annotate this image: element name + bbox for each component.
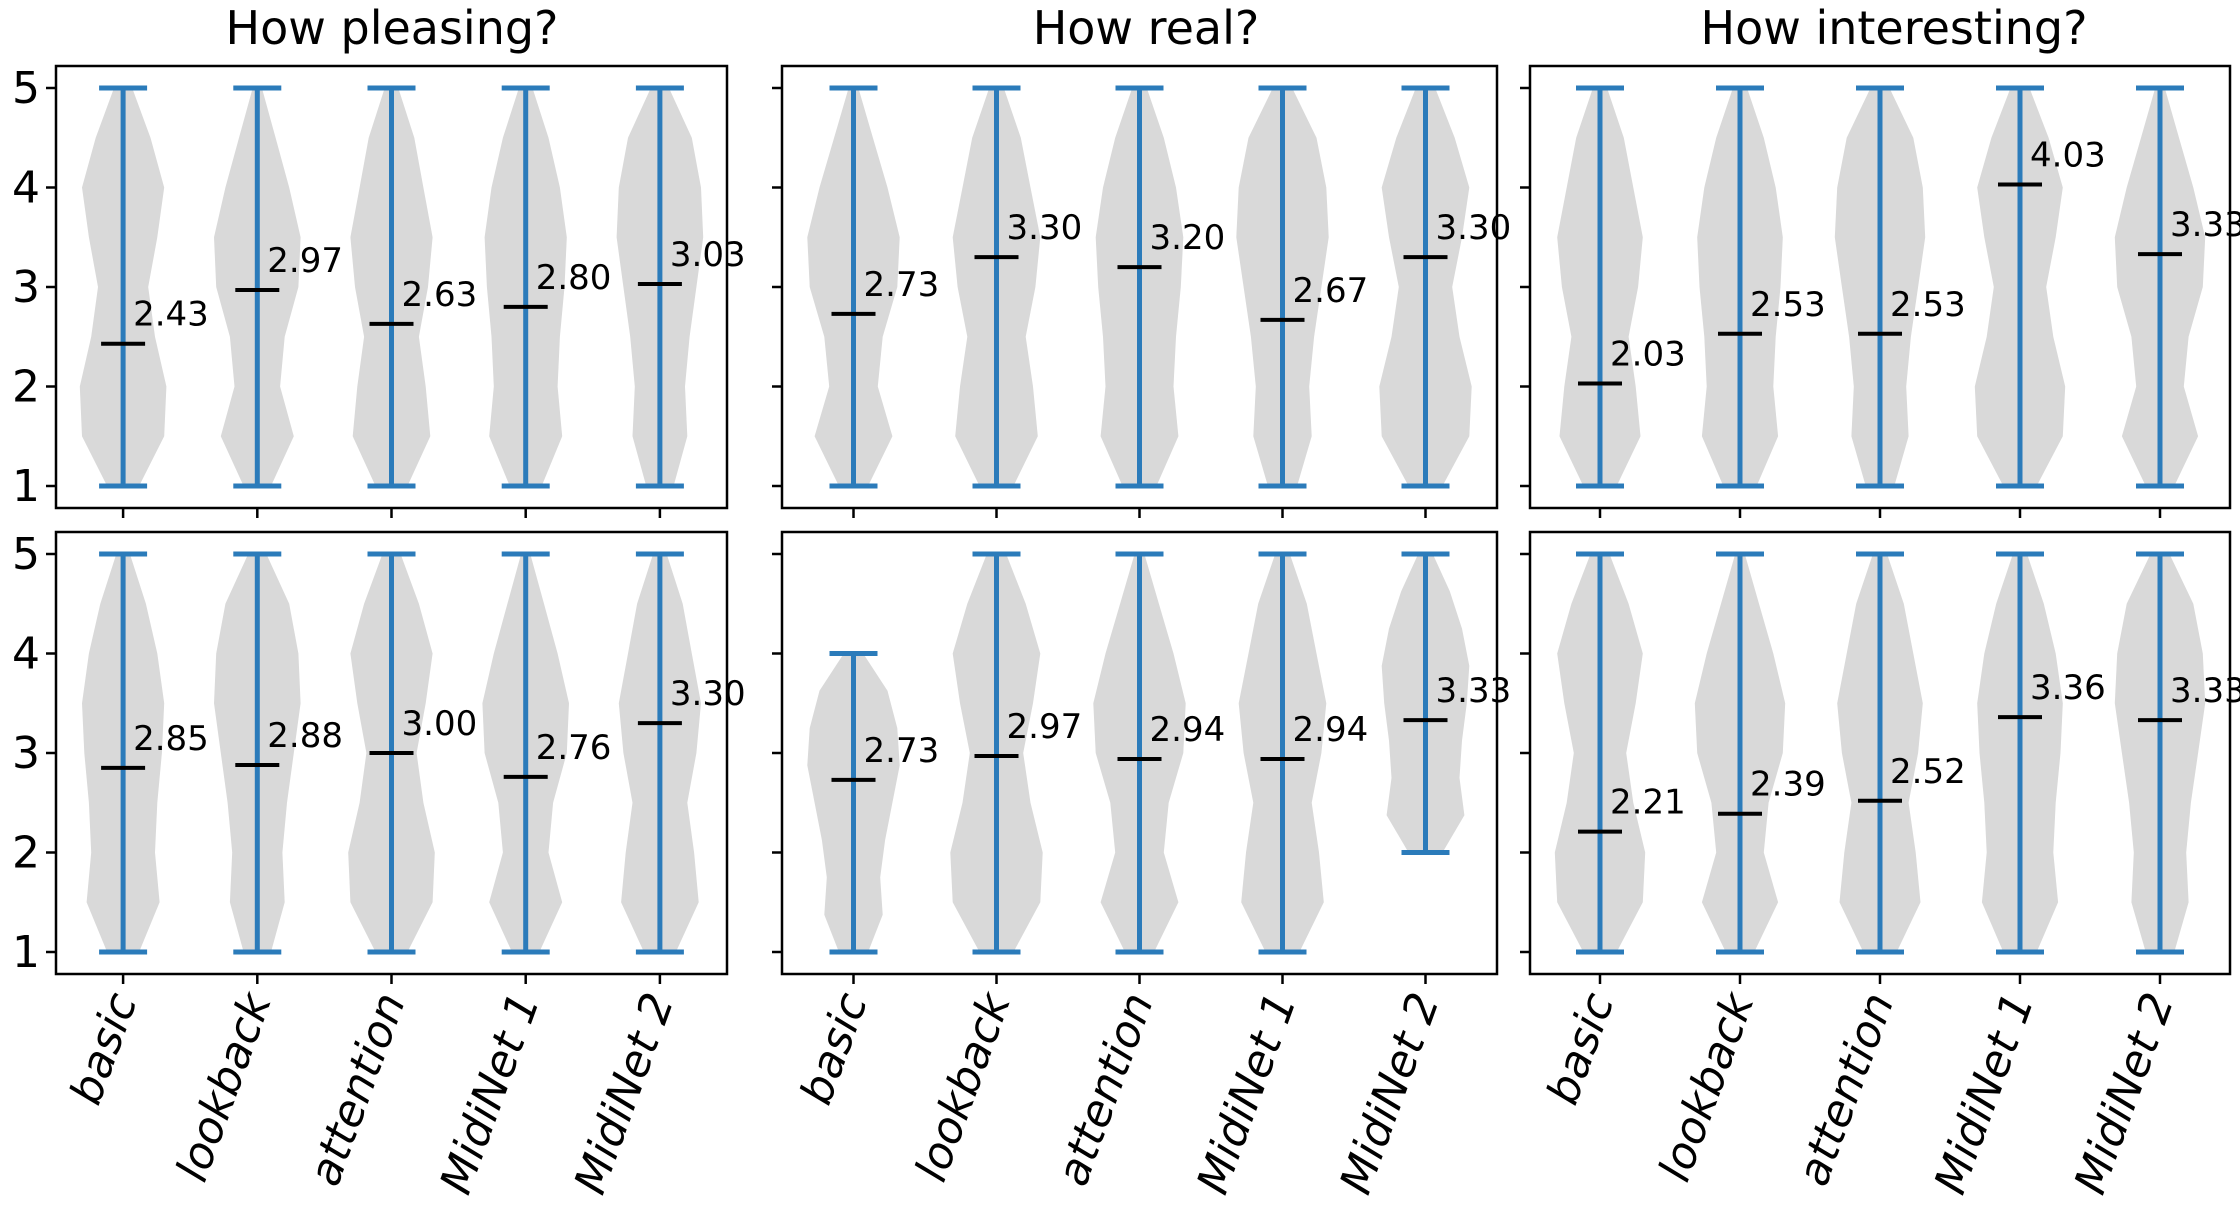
xtick-label-lookback: lookback bbox=[167, 985, 283, 1188]
xtick-label-midinet-1: MidiNet 1 bbox=[1925, 986, 2045, 1200]
title-how-interesting: How interesting? bbox=[1700, 1, 2087, 55]
xtick-label-midinet-1: MidiNet 1 bbox=[1187, 986, 1307, 1200]
mean-label-lookback: 2.53 bbox=[1750, 285, 1826, 325]
xtick-label-midinet-2: MidiNet 2 bbox=[565, 986, 685, 1200]
mean-label-midinet-2: 3.33 bbox=[2170, 205, 2240, 245]
mean-label-midinet-1: 2.80 bbox=[536, 258, 612, 298]
mean-label-attention: 3.20 bbox=[1150, 218, 1226, 258]
xtick-label-attention: attention bbox=[299, 986, 416, 1192]
mean-label-midinet-2: 3.33 bbox=[2170, 671, 2240, 711]
xtick-label-lookback: lookback bbox=[1649, 985, 1765, 1188]
xtick-label-attention: attention bbox=[1047, 986, 1164, 1192]
ytick-label-4: 4 bbox=[12, 629, 40, 680]
title-how-real: How real? bbox=[1033, 1, 1260, 55]
xtick-label-attention: attention bbox=[1788, 986, 1905, 1192]
ytick-label-1: 1 bbox=[12, 927, 40, 978]
mean-label-basic: 2.73 bbox=[864, 731, 940, 771]
ytick-label-5: 5 bbox=[12, 529, 40, 580]
mean-label-midinet-1: 4.03 bbox=[2030, 136, 2106, 176]
mean-label-basic: 2.21 bbox=[1610, 783, 1686, 823]
mean-label-lookback: 2.88 bbox=[267, 716, 343, 756]
panel-how-interesting-row-2: 2.21 2.39 2.52 3.36 3.33 basic lookback attenti… bbox=[1520, 530, 2240, 1201]
mean-label-lookback: 3.30 bbox=[1007, 208, 1083, 248]
mean-label-midinet-1: 2.94 bbox=[1293, 710, 1369, 750]
mean-label-midinet-2: 3.30 bbox=[670, 674, 746, 714]
mean-label-attention: 3.00 bbox=[402, 704, 478, 744]
mean-label-attention: 2.52 bbox=[1890, 752, 1966, 792]
mean-label-attention: 2.94 bbox=[1150, 710, 1226, 750]
mean-label-lookback: 2.97 bbox=[267, 241, 343, 281]
mean-label-attention: 2.63 bbox=[402, 275, 478, 315]
xtick-label-lookback: lookback bbox=[906, 985, 1022, 1188]
mean-label-midinet-2: 3.33 bbox=[1436, 671, 1512, 711]
mean-label-midinet-2: 3.30 bbox=[1436, 208, 1512, 248]
mean-label-lookback: 2.39 bbox=[1750, 765, 1826, 805]
ytick-label-4: 4 bbox=[12, 163, 40, 214]
mean-label-midinet-2: 3.03 bbox=[670, 235, 746, 275]
xtick-label-midinet-1: MidiNet 1 bbox=[430, 986, 550, 1200]
mean-label-midinet-1: 3.36 bbox=[2030, 668, 2106, 708]
panel-how-pleasing-row-2: 2.85 2.88 3.00 2.76 3.30 1 2 3 4 5 basic lookback at… bbox=[12, 529, 746, 1201]
title-how-pleasing: How pleasing? bbox=[226, 1, 559, 55]
panel-how-pleasing-row-1: 2.43 2.97 2.63 2.80 3.03 1 2 3 4 5 bbox=[12, 63, 746, 518]
panel-how-interesting-row-1: 2.03 2.53 2.53 4.03 3.33 bbox=[1520, 64, 2240, 518]
mean-label-basic: 2.73 bbox=[864, 265, 940, 305]
mean-label-lookback: 2.97 bbox=[1007, 707, 1083, 747]
ytick-label-3: 3 bbox=[12, 262, 40, 313]
mean-label-attention: 2.53 bbox=[1890, 285, 1966, 325]
mean-label-basic: 2.03 bbox=[1610, 335, 1686, 375]
ytick-label-2: 2 bbox=[12, 362, 40, 413]
ytick-label-1: 1 bbox=[12, 461, 40, 512]
xtick-label-midinet-2: MidiNet 2 bbox=[2065, 986, 2185, 1200]
panel-how-real-row-2: 2.73 2.97 2.94 2.94 3.33 basic lookback attenti… bbox=[772, 530, 1512, 1201]
panels-group: 2.43 2.97 2.63 2.80 3.03 1 2 3 4 5 2.73 3.30 3.20 2.6… bbox=[12, 63, 2240, 1201]
xtick-label-basic: basic bbox=[1537, 986, 1624, 1111]
mean-label-midinet-1: 2.67 bbox=[1293, 271, 1369, 311]
mean-label-midinet-1: 2.76 bbox=[536, 728, 612, 768]
ytick-label-2: 2 bbox=[12, 828, 40, 879]
panel-how-real-row-1: 2.73 3.30 3.20 2.67 3.30 bbox=[772, 64, 1512, 518]
xtick-label-basic: basic bbox=[791, 986, 878, 1111]
xtick-label-midinet-2: MidiNet 2 bbox=[1330, 986, 1450, 1200]
ytick-label-3: 3 bbox=[12, 728, 40, 779]
ytick-label-5: 5 bbox=[12, 63, 40, 114]
mean-label-basic: 2.85 bbox=[133, 719, 209, 759]
xtick-label-basic: basic bbox=[60, 986, 147, 1111]
mean-label-basic: 2.43 bbox=[133, 295, 209, 335]
